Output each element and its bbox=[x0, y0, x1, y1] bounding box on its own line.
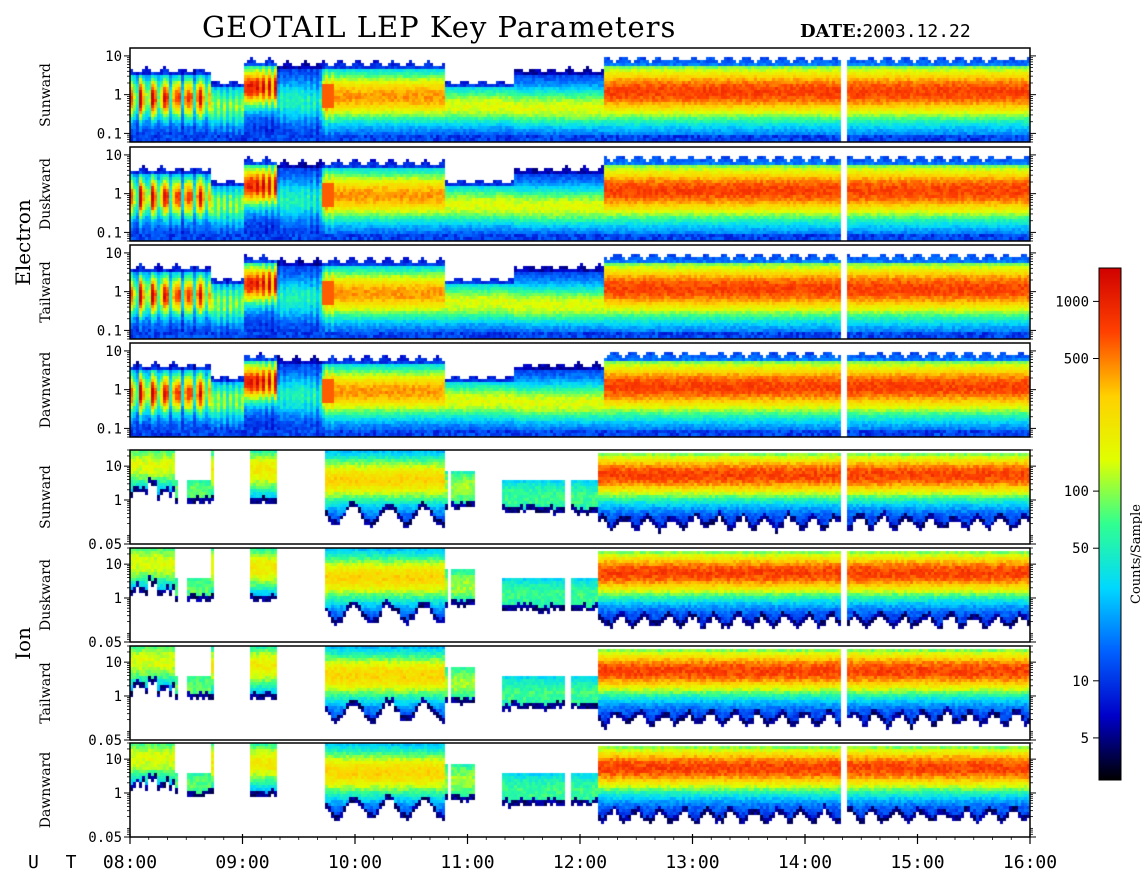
panel-electron-tailward: Tailward 10 1 0.1 bbox=[38, 244, 1036, 340]
y-tick-label: 0.05 bbox=[88, 537, 122, 553]
colorbar-tick-label: 100 bbox=[1064, 484, 1089, 500]
panel-direction-label: Dawnward bbox=[38, 352, 54, 429]
x-axis-label: U T bbox=[28, 852, 85, 873]
panel-direction-label: Duskward bbox=[38, 158, 54, 230]
x-tick-label: 13:00 bbox=[665, 852, 719, 873]
y-tick-label: 1 bbox=[114, 689, 122, 705]
y-tick-label: 0.05 bbox=[88, 733, 122, 749]
x-tick-label: 12:00 bbox=[553, 852, 607, 873]
y-tick-label: 10 bbox=[105, 459, 122, 475]
y-tick-label: 0.1 bbox=[97, 225, 122, 241]
x-tick-label: 08:00 bbox=[103, 852, 157, 873]
y-tick-label: 1 bbox=[114, 285, 122, 301]
date-value: 2003.12.22 bbox=[862, 21, 971, 42]
figure-title: GEOTAIL LEP Key Parameters bbox=[202, 10, 677, 44]
colorbar-tick-label: 5 bbox=[1081, 731, 1089, 747]
colorbar-tick-label: 50 bbox=[1072, 541, 1089, 557]
y-tick-label: 1 bbox=[114, 493, 122, 509]
x-tick-label: 10:00 bbox=[328, 852, 382, 873]
panel-electron-duskward: Duskward 10 1 0.1 bbox=[38, 146, 1036, 242]
colorbar-tick-label: 10 bbox=[1072, 674, 1089, 690]
panel-frame bbox=[129, 449, 1031, 545]
y-tick-label: 1 bbox=[114, 591, 122, 607]
panel-ion-duskward: Duskward 10 1 0.05 bbox=[38, 547, 1036, 651]
x-tick-label: 14:00 bbox=[778, 852, 832, 873]
panel-direction-label: Duskward bbox=[38, 559, 54, 631]
y-tick-label: 10 bbox=[105, 344, 122, 360]
y-tick-label: 0.05 bbox=[88, 830, 122, 846]
x-tick-label: 15:00 bbox=[890, 852, 944, 873]
y-tick-label: 10 bbox=[105, 148, 122, 164]
y-tick-label: 1 bbox=[114, 786, 122, 802]
panel-direction-label: Sunward bbox=[38, 63, 54, 127]
date-label: DATE: bbox=[800, 21, 863, 42]
date-readout: DATE:2003.12.22 bbox=[800, 21, 971, 42]
panel-frame bbox=[129, 645, 1031, 741]
panel-electron-dawnward: Dawnward 10 1 0.1 bbox=[38, 342, 1036, 438]
colorbar-tick-label: 1000 bbox=[1055, 294, 1089, 310]
y-tick-label: 0.1 bbox=[97, 421, 122, 437]
panel-frame bbox=[129, 547, 1031, 643]
panel-direction-label: Tailward bbox=[38, 662, 54, 724]
panel-electron-sunward: Sunward 10 1 0.1 bbox=[38, 47, 1036, 143]
y-tick-label: 10 bbox=[105, 752, 122, 768]
panel-ion-sunward: Sunward 10 1 0.05 bbox=[38, 449, 1036, 553]
x-tick-label: 16:00 bbox=[1003, 852, 1057, 873]
colorbar-gradient bbox=[1098, 267, 1122, 781]
x-tick-label: 11:00 bbox=[440, 852, 494, 873]
y-tick-label: 0.05 bbox=[88, 635, 122, 651]
y-tick-label: 0.1 bbox=[97, 323, 122, 339]
y-tick-label: 10 bbox=[105, 49, 122, 65]
y-tick-label: 1 bbox=[114, 88, 122, 104]
y-tick-label: 10 bbox=[105, 655, 122, 671]
panel-direction-label: Sunward bbox=[38, 465, 54, 529]
panel-direction-label: Tailward bbox=[38, 261, 54, 323]
y-tick-label: 1 bbox=[114, 383, 122, 399]
y-tick-label: 1 bbox=[114, 187, 122, 203]
colorbar: 5 10 50 100 500 1000 Counts/Sample bbox=[1055, 267, 1142, 781]
y-tick-label: 10 bbox=[105, 557, 122, 573]
panel-direction-label: Dawnward bbox=[38, 752, 54, 829]
panel-ion-dawnward: Dawnward 10 1 0.05 bbox=[38, 742, 1036, 846]
x-tick-label: 09:00 bbox=[215, 852, 269, 873]
y-tick-label: 0.1 bbox=[97, 126, 122, 142]
species-label: Electron bbox=[11, 199, 35, 286]
x-axis: 08:00 09:00 10:00 11:00 12:00 13:00 14:00 15:00… bbox=[28, 834, 1057, 873]
colorbar-tick-label: 500 bbox=[1064, 352, 1089, 368]
species-label: Ion bbox=[11, 627, 35, 660]
panel-ion-tailward: Tailward 10 1 0.05 bbox=[38, 645, 1036, 749]
colorbar-label: Counts/Sample bbox=[1129, 504, 1142, 604]
y-tick-label: 10 bbox=[105, 246, 122, 262]
